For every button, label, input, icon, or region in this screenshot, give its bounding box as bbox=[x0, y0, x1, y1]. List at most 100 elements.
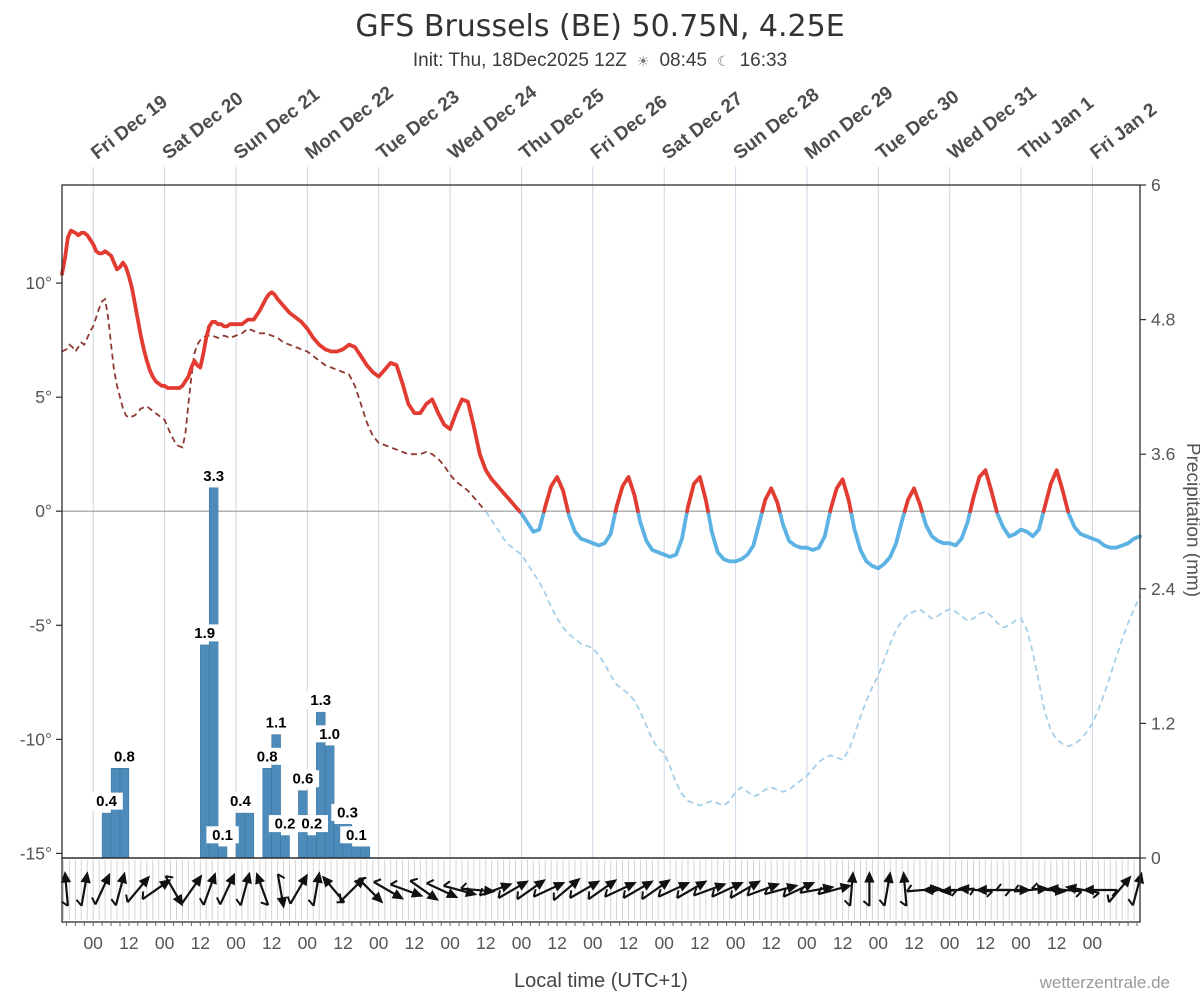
wind-arrow bbox=[307, 871, 323, 907]
wind-arrow bbox=[676, 880, 708, 899]
precip-bar bbox=[101, 812, 112, 859]
wind-arrow bbox=[216, 872, 236, 905]
temp-axis-tick-label: -10° bbox=[20, 729, 52, 749]
hour-tick-label: 00 bbox=[869, 933, 889, 953]
precip-axis-tick-label: 0 bbox=[1151, 848, 1161, 868]
precip-bar bbox=[351, 846, 362, 859]
wind-arrow bbox=[179, 874, 203, 904]
wind-arrow bbox=[899, 871, 910, 907]
wind-arrow bbox=[426, 879, 459, 899]
hour-tick-label: 12 bbox=[1047, 933, 1066, 953]
temperature-line-above-zero bbox=[60, 228, 1070, 514]
wind-arrow bbox=[622, 880, 654, 899]
bar-label-chip bbox=[331, 803, 364, 821]
precip-axis-title: Precipitation (mm) bbox=[1182, 443, 1200, 597]
hour-tick-label: 12 bbox=[619, 933, 638, 953]
wind-strip-frame bbox=[61, 857, 1141, 923]
wind-arrow bbox=[711, 881, 744, 898]
wind-arrow bbox=[763, 883, 799, 896]
wind-arrow bbox=[878, 871, 894, 907]
watermark: wetterzentrale.de bbox=[1039, 973, 1170, 992]
precip-bar bbox=[110, 768, 121, 859]
hour-tick-label: 12 bbox=[976, 933, 995, 953]
wind-arrow bbox=[357, 876, 384, 904]
precip-value-label: 0.4 bbox=[96, 793, 118, 810]
wind-arrow bbox=[746, 882, 781, 897]
precip-value-label: 0.1 bbox=[346, 827, 367, 844]
wind-arrow bbox=[91, 872, 111, 905]
wind-arrow bbox=[276, 873, 288, 909]
precip-bar bbox=[280, 835, 290, 859]
hour-tick-label: 00 bbox=[226, 933, 246, 953]
wind-arrow bbox=[478, 882, 513, 897]
hour-tick-label: 00 bbox=[369, 933, 389, 953]
dewpoint-line-above-zero bbox=[61, 297, 487, 512]
hour-tick-label: 12 bbox=[405, 933, 424, 953]
precip-bar bbox=[244, 812, 255, 859]
precip-bar bbox=[324, 745, 335, 859]
hour-tick-label: 00 bbox=[1011, 933, 1031, 953]
hour-tick-label: 12 bbox=[119, 933, 138, 953]
day-label: Fri Dec 19 bbox=[87, 91, 172, 163]
hour-tick-label: 12 bbox=[191, 933, 210, 953]
precip-value-label: 1.0 bbox=[319, 726, 340, 743]
bar-label-chip bbox=[286, 770, 320, 788]
hour-tick-label: 12 bbox=[833, 933, 852, 953]
precip-value-label: 0.6 bbox=[292, 771, 313, 788]
hour-tick-label: 00 bbox=[1083, 933, 1103, 953]
sunset-time: 16:33 bbox=[739, 50, 788, 71]
hour-tick-label: 00 bbox=[583, 933, 603, 953]
wind-arrow bbox=[552, 877, 581, 902]
wind-arrow bbox=[255, 872, 270, 906]
temperature-line-below-zero bbox=[517, 509, 1142, 571]
bar-label-chip bbox=[295, 815, 328, 833]
bar-label-chip bbox=[304, 691, 337, 709]
precip-value-label: 1.3 bbox=[310, 692, 331, 709]
sunrise-icon: ☀ bbox=[636, 53, 650, 69]
wind-arrow bbox=[125, 875, 151, 903]
wind-arrow bbox=[389, 879, 424, 898]
bar-label-chip bbox=[90, 792, 123, 810]
bar-label-chip bbox=[340, 826, 373, 844]
wind-arrow bbox=[373, 878, 405, 900]
bar-label-chip bbox=[251, 747, 284, 765]
wind-arrow bbox=[110, 871, 127, 907]
wind-arrow bbox=[939, 885, 976, 896]
hour-tick-label: 00 bbox=[440, 933, 460, 953]
init-text: Init: Thu, 18Dec2025 12Z bbox=[412, 50, 627, 71]
precip-bar bbox=[262, 768, 272, 859]
temp-axis-tick-label: -5° bbox=[29, 615, 52, 635]
wind-arrow bbox=[338, 876, 366, 903]
precip-axis-tick-label: 3.6 bbox=[1151, 444, 1175, 464]
wind-arrow bbox=[817, 883, 853, 896]
precip-bar bbox=[208, 487, 219, 859]
hour-tick-label: 00 bbox=[512, 933, 532, 953]
hour-tick-label: 00 bbox=[298, 933, 318, 953]
precip-value-label: 0.1 bbox=[212, 827, 233, 844]
hour-tick-label: 12 bbox=[333, 933, 352, 953]
precip-bar bbox=[200, 644, 210, 859]
plot-frame bbox=[61, 184, 1141, 859]
chart-subtitle: Init: Thu, 18Dec2025 12Z ☀ 08:45 ☾ 16:33 bbox=[0, 50, 1200, 72]
precip-value-label: 0.2 bbox=[301, 816, 322, 833]
bar-label-chip bbox=[206, 826, 239, 844]
wind-arrow bbox=[1106, 875, 1132, 903]
wind-arrow bbox=[321, 875, 346, 904]
bar-label-chip bbox=[268, 815, 302, 833]
hour-tick-label: 00 bbox=[155, 933, 175, 953]
hour-tick-label: 00 bbox=[654, 933, 674, 953]
bar-label-chip bbox=[313, 725, 346, 743]
sunset-icon: ☾ bbox=[717, 53, 730, 69]
wind-arrow bbox=[569, 880, 601, 899]
bar-label-chip bbox=[224, 792, 257, 810]
hour-tick-label: 12 bbox=[476, 933, 495, 953]
hour-tick-label: 00 bbox=[726, 933, 746, 953]
hour-tick-label: 00 bbox=[797, 933, 817, 953]
precip-axis-tick-label: 2.4 bbox=[1151, 579, 1176, 599]
x-axis-title: Local time (UTC+1) bbox=[514, 970, 688, 992]
hour-tick-label: 12 bbox=[690, 933, 709, 953]
precip-value-label: 1.1 bbox=[266, 715, 287, 732]
temp-axis-tick-label: 0° bbox=[35, 501, 52, 521]
precip-value-label: 1.9 bbox=[194, 625, 215, 642]
